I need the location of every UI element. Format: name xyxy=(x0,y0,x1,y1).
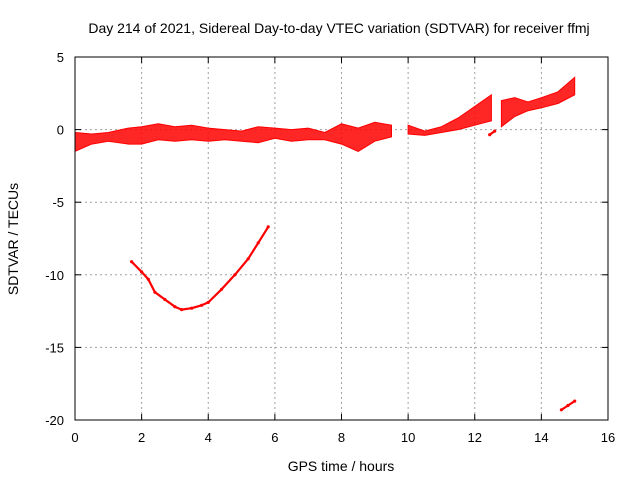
x-axis-label: GPS time / hours xyxy=(288,458,395,474)
tick-layer: 0 2 4 6 8 10 12 14 16 5 0 -5 -10 -15 -20 xyxy=(45,50,615,445)
series-dip-arc xyxy=(130,225,270,311)
y-axis-label: SDTVAR / TECUs xyxy=(5,183,21,295)
grid-layer xyxy=(75,57,608,420)
series-main-band xyxy=(74,121,392,153)
data-point xyxy=(266,225,270,229)
data-point xyxy=(130,260,134,264)
series-late-band xyxy=(500,76,576,128)
x-tick-label: 8 xyxy=(338,430,345,445)
y-tick-label: -20 xyxy=(45,413,64,428)
data-point xyxy=(163,297,167,302)
data-point xyxy=(190,306,194,310)
x-tick-label: 4 xyxy=(205,430,212,445)
data-point xyxy=(233,273,237,277)
x-tick-label: 16 xyxy=(601,430,615,445)
series-evening-band xyxy=(407,93,492,136)
data-point xyxy=(493,129,497,133)
data-point xyxy=(220,287,224,291)
data-point xyxy=(146,277,150,281)
x-tick-label: 14 xyxy=(534,430,548,445)
data-point xyxy=(200,303,204,307)
data-point xyxy=(559,408,564,412)
data-point xyxy=(246,257,250,261)
y-tick-label: -10 xyxy=(45,268,64,283)
y-tick-label: -5 xyxy=(52,195,64,210)
x-tick-label: 12 xyxy=(468,430,482,445)
y-tick-label: 0 xyxy=(57,123,64,138)
data-point xyxy=(206,300,210,304)
x-tick-label: 2 xyxy=(138,430,145,445)
chart-title: Day 214 of 2021, Sidereal Day-to-day VTE… xyxy=(88,20,589,36)
series-layer xyxy=(74,76,577,412)
data-point xyxy=(488,133,492,137)
data-point xyxy=(153,290,157,294)
x-tick-label: 6 xyxy=(271,430,278,445)
y-tick-label: 5 xyxy=(57,50,64,65)
x-tick-label: 0 xyxy=(71,430,78,445)
x-tick-label: 10 xyxy=(401,430,415,445)
data-point xyxy=(173,305,177,309)
data-point xyxy=(566,403,570,408)
data-point xyxy=(256,241,260,245)
data-point xyxy=(573,399,577,403)
data-point xyxy=(180,308,184,312)
y-tick-label: -15 xyxy=(45,340,64,355)
data-point xyxy=(140,270,144,274)
